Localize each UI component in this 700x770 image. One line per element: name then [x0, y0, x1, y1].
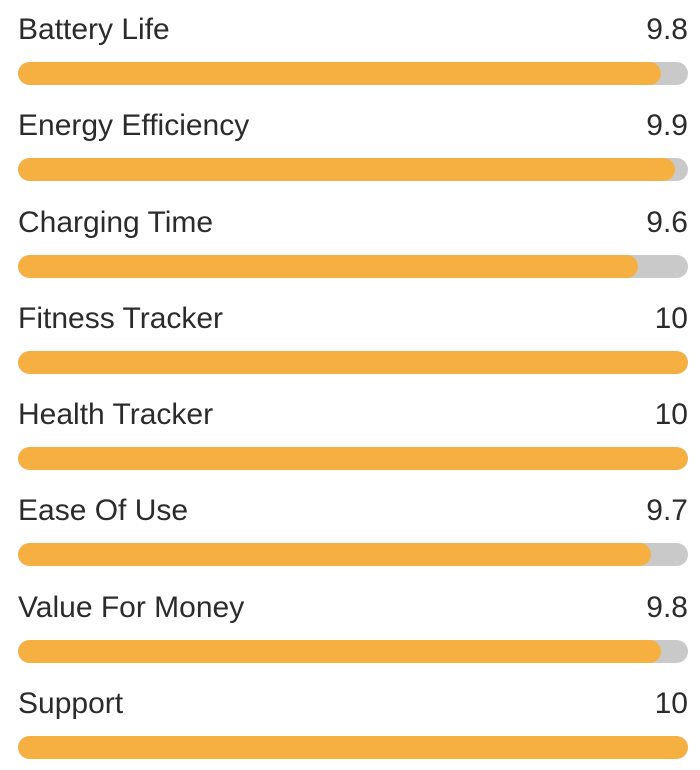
bar-fill: [18, 735, 688, 759]
rating-label: Ease Of Use: [18, 494, 189, 528]
rating-value: 9.8: [646, 13, 688, 46]
rating-label: Health Tracker: [18, 398, 214, 431]
rating-value: 9.7: [646, 494, 688, 528]
bar-fill: [18, 447, 688, 470]
rating-row-head: Energy Efficiency 9.9: [18, 108, 688, 144]
bar-fill: [18, 543, 652, 567]
rating-label: Fitness Tracker: [18, 301, 224, 335]
rating-label: Support: [18, 686, 124, 720]
bar-track: [18, 639, 688, 663]
rating-value: 10: [654, 398, 688, 431]
rating-value: 10: [654, 301, 688, 335]
bar-track: [18, 62, 688, 85]
rating-label: Value For Money: [18, 590, 245, 624]
rating-row: Support 10: [0, 674, 700, 770]
rating-label: Charging Time: [18, 205, 214, 239]
rating-row: Value For Money 9.8: [0, 578, 700, 674]
bar-fill: [18, 62, 662, 85]
bar-track: [18, 543, 688, 567]
bar-track: [18, 735, 688, 759]
rating-row-head: Support 10: [18, 686, 688, 722]
rating-row-head: Health Tracker 10: [18, 397, 688, 433]
rating-row-head: Fitness Tracker 10: [18, 301, 688, 337]
bar-track: [18, 350, 688, 374]
rating-label: Battery Life: [18, 13, 170, 46]
rating-row-head: Charging Time 9.6: [18, 205, 688, 241]
rating-row: Ease Of Use 9.7: [0, 481, 700, 577]
rating-row: Charging Time 9.6: [0, 193, 700, 289]
bar-fill: [18, 254, 638, 278]
bar-track: [18, 447, 688, 470]
bar-fill: [18, 639, 662, 663]
bar-fill: [18, 350, 688, 374]
rating-row-head: Battery Life 9.8: [18, 12, 688, 48]
bar-track: [18, 158, 688, 182]
rating-row: Battery Life 9.8: [0, 0, 700, 96]
bar-track: [18, 254, 688, 278]
rating-value: 9.8: [646, 590, 688, 624]
rating-row-head: Ease Of Use 9.7: [18, 493, 688, 529]
rating-row-head: Value For Money 9.8: [18, 590, 688, 626]
bar-fill: [18, 158, 675, 182]
rating-value: 9.6: [646, 205, 688, 239]
rating-row: Energy Efficiency 9.9: [0, 96, 700, 192]
rating-value: 10: [654, 686, 688, 720]
rating-row: Health Tracker 10: [0, 385, 700, 481]
rating-value: 9.9: [646, 109, 688, 143]
rating-row: Fitness Tracker 10: [0, 289, 700, 385]
rating-label: Energy Efficiency: [18, 109, 250, 143]
